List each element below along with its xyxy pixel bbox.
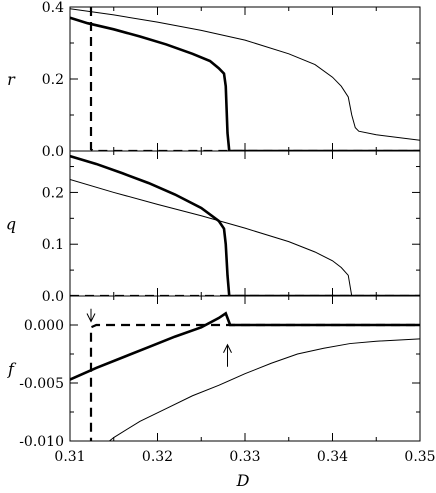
y-axis-label: f: [7, 360, 17, 379]
x-tick-label: 0.32: [142, 449, 173, 465]
series-thin-line: [70, 8, 420, 141]
series-dashed-line: [89, 7, 420, 151]
y-tick-label: 0.2: [42, 185, 64, 201]
arrow-up-icon: [223, 343, 232, 367]
y-axis-label: q: [6, 215, 16, 234]
panels: 0.0 0.2 0.4 r 0.0 0.1 0.2 q -0.010 -0.005 0.000 0.3…: [6, 0, 436, 465]
r-panel: 0.0 0.2 0.4 r: [7, 0, 421, 160]
series-thick-line: [70, 16, 420, 151]
series-thick-line: [70, 154, 420, 296]
x-axis-label: D: [236, 471, 250, 490]
y-tick-label: -0.005: [19, 376, 64, 392]
y-tick-label: 0.0: [42, 289, 64, 305]
y-tick-label: -0.010: [19, 434, 64, 450]
y-axis-label: r: [7, 70, 16, 89]
series-dashed-line: [89, 323, 420, 441]
x-tick-label: 0.31: [54, 449, 85, 465]
y-tick-label: 0.000: [24, 318, 64, 334]
q-panel: 0.0 0.1 0.2 q: [6, 150, 421, 305]
y-tick-label: 0.1: [42, 237, 64, 253]
x-tick-label: 0.33: [229, 449, 260, 465]
f-panel: -0.010 -0.005 0.000 0.31 0.32 0.33 0.34 0.35 f: [7, 295, 436, 465]
series-thick-line: [70, 311, 420, 381]
panel-frame: [69, 295, 421, 442]
x-tick-label: 0.35: [404, 449, 435, 465]
x-tick-label: 0.34: [317, 449, 348, 465]
series-thin-line: [109, 338, 420, 441]
panel-frame: [69, 6, 421, 152]
arrow-down-icon: [86, 308, 96, 323]
y-tick-label: 0.4: [42, 0, 64, 16]
y-tick-label: 0.2: [42, 72, 64, 88]
y-tick-label: 0.0: [42, 144, 64, 160]
series-thin-line: [70, 179, 420, 296]
